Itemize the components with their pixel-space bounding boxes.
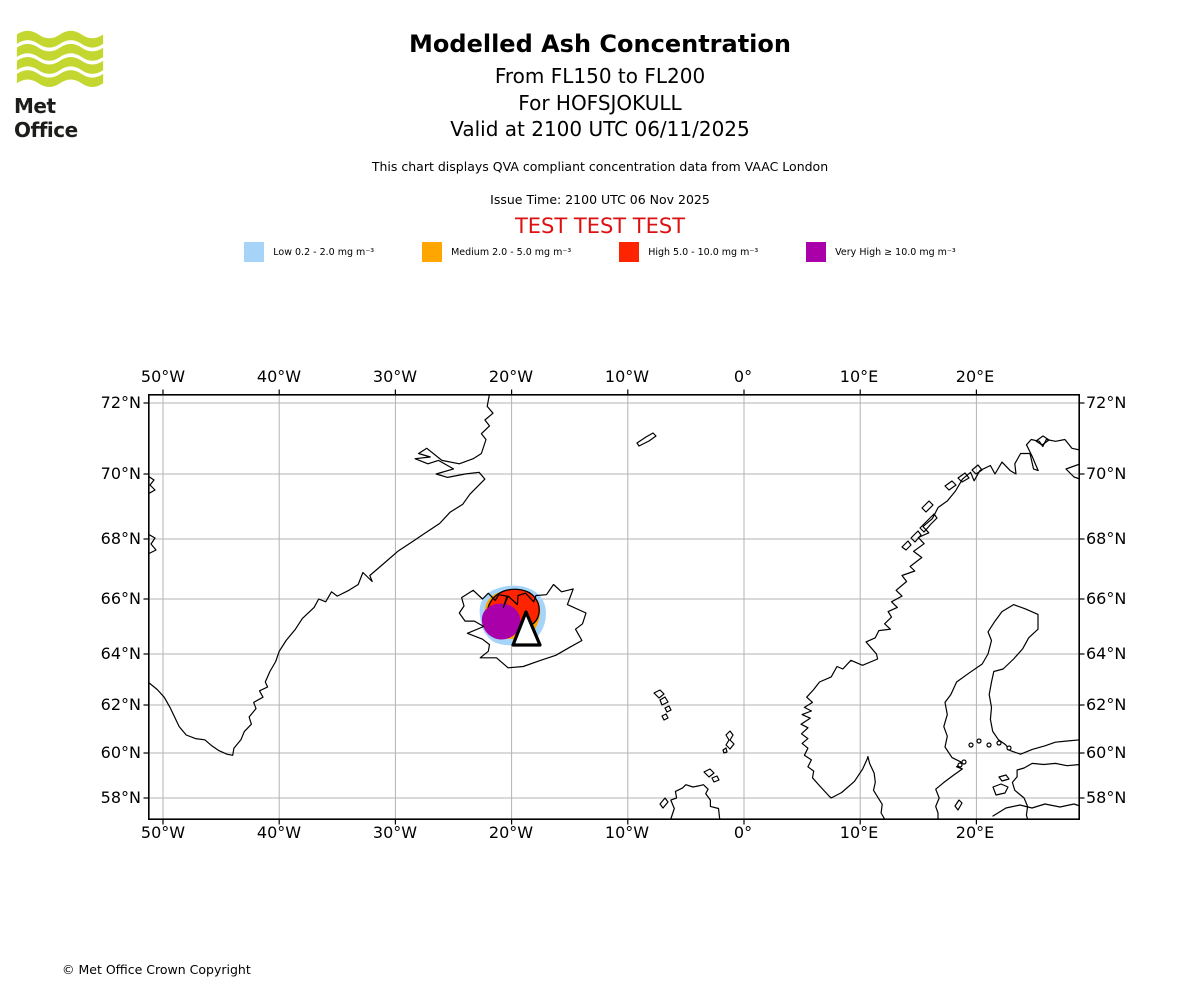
archipelago-islets (957, 738, 1012, 768)
y-tick-label: 72°N (100, 393, 141, 412)
y-tick-label: 58°N (1086, 788, 1127, 807)
x-tick-label: 0° (733, 823, 753, 842)
flight-levels-subtitle: From FL150 to FL200 (494, 64, 706, 88)
high-swatch (619, 242, 640, 262)
y-tick-label: 62°N (100, 695, 141, 714)
legend-item-very-high: Very High ≥ 10.0 mg m⁻³ (806, 242, 956, 262)
valid-time-subtitle: Valid at 2100 UTC 06/11/2025 (450, 117, 750, 141)
y-tick-label: 66°N (1086, 589, 1127, 608)
ash-area-very-high (481, 603, 521, 640)
x-tick-label: 30°W (372, 823, 418, 842)
low-swatch (244, 242, 265, 262)
x-tick-label: 20°W (488, 823, 534, 842)
legend-item-medium: Medium 2.0 - 5.0 mg m⁻³ (422, 242, 571, 262)
x-tick-label: 50°W (140, 367, 186, 386)
map-canvas (143, 389, 1085, 825)
coastline-greenland-west-fjords (148, 475, 157, 555)
concentration-legend: Low 0.2 - 2.0 mg m⁻³ Medium 2.0 - 5.0 mg… (0, 242, 1200, 262)
very-high-label: Very High ≥ 10.0 mg m⁻³ (835, 246, 956, 258)
legend-item-low: Low 0.2 - 2.0 mg m⁻³ (244, 242, 374, 262)
met-office-logo: Met Office (14, 27, 110, 142)
y-tick-label: 64°N (1086, 644, 1127, 663)
x-tick-label: 20°E (955, 367, 995, 386)
y-tick-label: 70°N (1086, 464, 1127, 483)
coastline-scotland (670, 784, 721, 820)
y-tick-label: 62°N (1086, 695, 1127, 714)
page-title: Modelled Ash Concentration (409, 30, 791, 58)
coastline-greenland (148, 394, 494, 756)
y-tick-label: 64°N (100, 644, 141, 663)
x-tick-label: 20°E (955, 823, 995, 842)
x-tick-label: 10°W (604, 367, 650, 386)
volcano-subtitle: For HOFSJOKULL (518, 91, 682, 115)
y-tick-label: 68°N (100, 529, 141, 548)
met-office-logo-text: Met Office (14, 94, 78, 142)
met-office-waves-icon (16, 30, 104, 87)
y-tick-label: 72°N (1086, 393, 1127, 412)
coastline-norway (800, 438, 1080, 820)
x-tick-label: 10°W (604, 823, 650, 842)
coastline-jan-mayen (636, 432, 657, 447)
test-banner: TEST TEST TEST (514, 214, 686, 238)
x-tick-label: 10°E (839, 823, 879, 842)
low-label: Low 0.2 - 2.0 mg m⁻³ (273, 246, 375, 258)
map-frame (148, 394, 1081, 820)
x-tick-label: 30°W (372, 367, 418, 386)
x-tick-label: 50°W (140, 823, 186, 842)
coastline-iceland (458, 583, 587, 669)
legend-item-high: High 5.0 - 10.0 mg m⁻³ (619, 242, 758, 262)
medium-label: Medium 2.0 - 5.0 mg m⁻³ (451, 246, 572, 258)
coastlines (148, 394, 1080, 820)
x-tick-label: 0° (733, 367, 753, 386)
coastline-islands (653, 435, 1080, 811)
volcano-marker-icon (511, 610, 542, 647)
y-tick-label: 60°N (100, 743, 141, 762)
medium-swatch (422, 242, 443, 262)
x-tick-label: 40°W (256, 367, 302, 386)
issue-time: Issue Time: 2100 UTC 06 Nov 2025 (490, 192, 710, 207)
copyright-notice: © Met Office Crown Copyright (62, 962, 251, 977)
graticule-grid (148, 394, 1080, 820)
y-tick-label: 58°N (100, 788, 141, 807)
x-tick-label: 10°E (839, 367, 879, 386)
coastline-gulf-of-riga (992, 803, 1080, 817)
qva-note: This chart displays QVA compliant concen… (371, 159, 829, 174)
y-tick-label: 68°N (1086, 529, 1127, 548)
y-tick-label: 60°N (1086, 743, 1127, 762)
coastline-estonia (1011, 762, 1080, 820)
x-tick-label: 40°W (256, 823, 302, 842)
very-high-swatch (806, 242, 827, 262)
y-tick-label: 70°N (100, 464, 141, 483)
axis-tick-marks (143, 389, 1085, 825)
high-label: High 5.0 - 10.0 mg m⁻³ (648, 246, 759, 258)
x-tick-label: 20°W (488, 367, 534, 386)
y-tick-label: 66°N (100, 589, 141, 608)
